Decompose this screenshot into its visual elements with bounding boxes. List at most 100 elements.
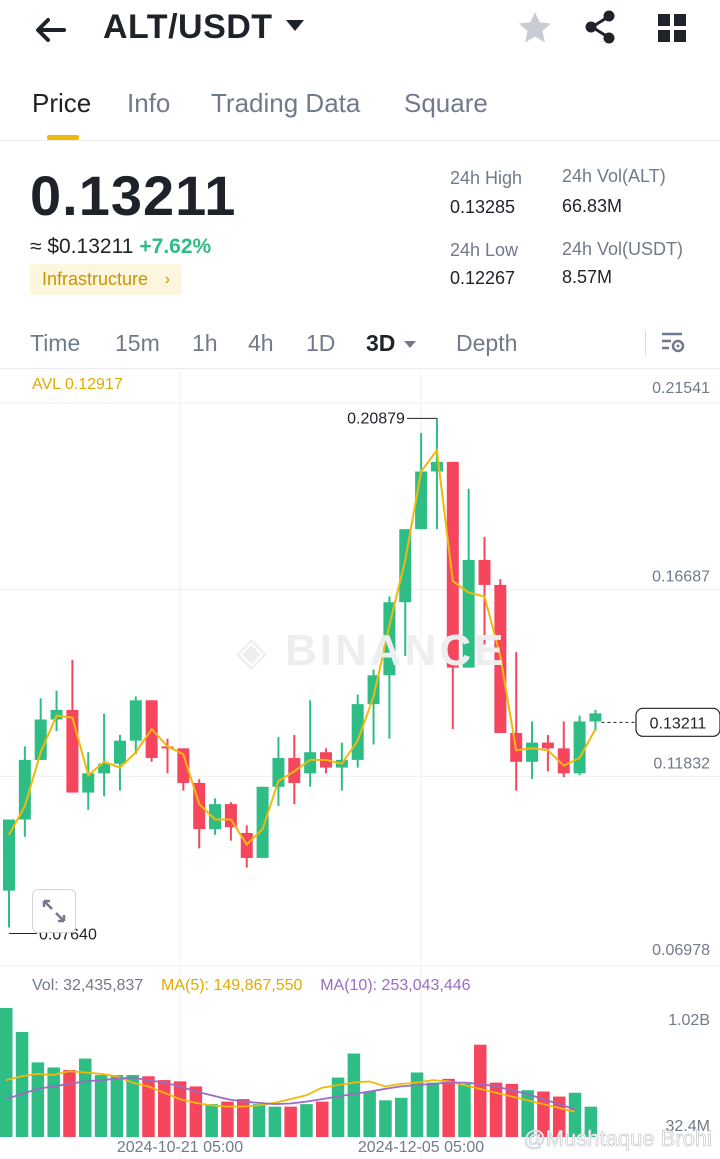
candle-body: [304, 752, 317, 774]
vol-alt-label: 24h Vol(ALT): [562, 166, 666, 186]
candle-body: [177, 748, 190, 783]
candle-body: [256, 786, 269, 858]
interval-depth[interactable]: Depth: [456, 330, 518, 356]
interval-1d[interactable]: 1D: [306, 330, 336, 356]
candle-body: [351, 704, 364, 760]
volume-bar: [331, 1077, 345, 1137]
tab-square[interactable]: Square: [404, 88, 488, 118]
volume-bar: [47, 1067, 60, 1137]
high-value: 0.13285: [450, 197, 516, 217]
candle-body: [209, 804, 222, 830]
volume-bar: [94, 1075, 108, 1137]
active-tab-indicator: [47, 135, 79, 140]
binance-watermark: ◈ BINANCE: [236, 626, 507, 675]
chevron-right-icon: ›: [164, 271, 171, 288]
candle-body: [82, 773, 95, 793]
price-axis-tick: 0.16687: [652, 569, 710, 586]
volume-bar: [79, 1058, 92, 1137]
low-label: 24h Low: [450, 240, 519, 260]
interval-3d[interactable]: 3D: [366, 330, 396, 356]
candle-body: [113, 740, 126, 764]
volume-bar: [363, 1091, 376, 1137]
volume-ma10-line: [5, 1076, 576, 1111]
tab-trading-data[interactable]: Trading Data: [211, 88, 361, 118]
volume-bar: [221, 1101, 234, 1137]
volume-bar: [237, 1099, 250, 1137]
ma10-legend: MA(10): 253,043,446: [320, 977, 471, 994]
tab-info[interactable]: Info: [127, 88, 171, 118]
interval-4h[interactable]: 4h: [248, 330, 274, 356]
volume-bar: [489, 1082, 503, 1137]
expand-chart-button[interactable]: [32, 889, 76, 933]
tab-price[interactable]: Price: [32, 88, 92, 118]
chevron-down-icon[interactable]: [286, 20, 304, 31]
price-ma-line: [8, 447, 597, 847]
usd-price: ≈ $0.13211: [30, 235, 134, 258]
grid-icon[interactable]: [652, 8, 692, 48]
price-axis-tick: 0.06978: [652, 942, 710, 959]
volume-bar: [316, 1101, 329, 1137]
candle-body: [446, 461, 459, 668]
volume-bar: [142, 1076, 155, 1137]
footer-watermark: @Mushtaque Brohi: [523, 1126, 712, 1151]
pair-title[interactable]: ALT/USDT: [103, 8, 273, 46]
back-arrow-icon[interactable]: [30, 10, 70, 50]
interval-15m[interactable]: 15m: [115, 330, 160, 356]
candle-body: [66, 709, 79, 793]
volume-bar: [300, 1104, 313, 1137]
expand-icon: [42, 899, 66, 923]
volume-legend: Vol: 32,435,837 MA(5): 149,867,550 MA(10…: [32, 977, 471, 995]
candle-body: [98, 763, 111, 774]
chart-settings-icon[interactable]: [658, 328, 688, 358]
volume-bar: [584, 1106, 598, 1137]
volume-bar: [0, 1008, 13, 1137]
volume-bar: [205, 1104, 218, 1137]
usd-price-line: ≈ $0.13211 +7.62%: [30, 235, 211, 259]
volume-bar: [31, 1062, 45, 1137]
candle-body: [18, 759, 31, 820]
vol-usdt-label: 24h Vol(USDT): [562, 239, 684, 259]
volume-bar: [442, 1078, 455, 1137]
candle-body: [383, 602, 396, 676]
interval-bar: Time 15m 1h 4h 1D 3D Depth: [0, 320, 720, 369]
category-tag-label: Infrastructure: [42, 269, 149, 289]
price-chart[interactable]: 0.215410.166870.118320.069780.208790.076…: [0, 372, 720, 1159]
volume-ma5-line: [5, 1070, 576, 1113]
interval-1h[interactable]: 1h: [192, 330, 218, 356]
volume-bar: [284, 1106, 297, 1137]
candle-body: [541, 742, 554, 749]
divider: [645, 330, 646, 354]
interval-time[interactable]: Time: [30, 330, 81, 356]
vol-alt-value: 66.83M: [562, 196, 623, 216]
candle-body: [573, 721, 586, 774]
current-price-box: [635, 707, 720, 737]
volume-bar: [15, 1032, 29, 1137]
category-tag[interactable]: Infrastructure ›: [30, 264, 183, 295]
tab-bar: Price Info Trading Data Square: [0, 80, 720, 141]
max-price-label: 0.20879: [347, 410, 405, 427]
candle-body: [589, 713, 602, 722]
volume-bar: [379, 1100, 392, 1137]
star-icon[interactable]: [515, 8, 555, 48]
volume-bar: [410, 1072, 424, 1137]
volume-bar: [426, 1082, 440, 1137]
interval-caret-icon[interactable]: [404, 341, 416, 348]
current-price-label: 0.13211: [650, 715, 707, 732]
volume-bar: [252, 1104, 266, 1137]
candle-body: [34, 719, 47, 760]
price-axis-tick: 0.11832: [653, 755, 710, 772]
candle-body: [430, 461, 443, 472]
share-icon[interactable]: [580, 7, 620, 47]
volume-axis-tick: 32.4M: [666, 1118, 710, 1135]
watermark-text: BINANCE: [285, 626, 507, 675]
candle-body: [462, 559, 475, 668]
candle-body: [3, 819, 15, 891]
volume-bar: [173, 1081, 187, 1137]
candle-body: [478, 559, 491, 585]
volume-bar: [110, 1075, 124, 1137]
volume-bar: [63, 1069, 76, 1137]
ma5-legend: MA(5): 149,867,550: [161, 977, 303, 994]
price-axis-tick: 0.21541: [652, 380, 710, 397]
price-change: +7.62%: [139, 235, 212, 258]
low-value: 0.12267: [450, 268, 516, 288]
